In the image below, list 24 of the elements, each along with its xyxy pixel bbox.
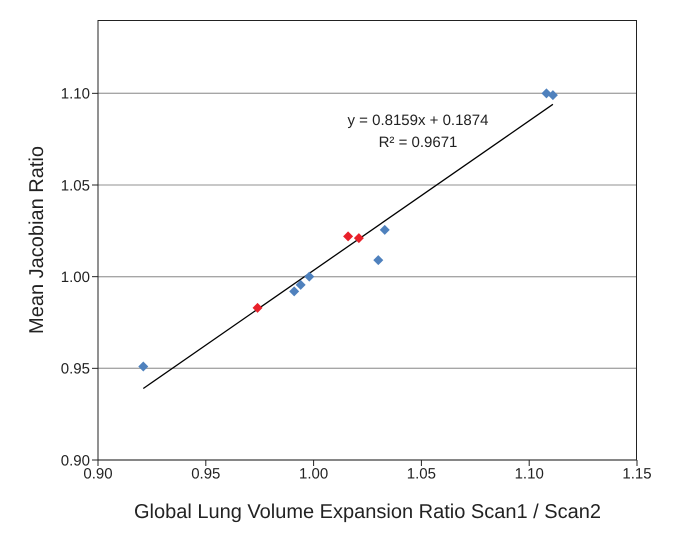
x-axis-title: Global Lung Volume Expansion Ratio Scan1 / Scan2 — [134, 501, 601, 523]
point — [252, 302, 263, 313]
x-tick-label: 1.00 — [299, 466, 328, 483]
y-tick-label: 0.95 — [60, 360, 90, 378]
point — [289, 286, 300, 296]
point — [296, 280, 306, 290]
y-tick-label: 1.00 — [60, 268, 90, 286]
point — [138, 362, 148, 372]
x-tick-label: 1.10 — [514, 466, 544, 483]
y-axis-title: Mean Jacobian Ratio — [26, 146, 48, 334]
point — [343, 231, 354, 242]
point — [304, 272, 314, 282]
y-tick-label: 1.05 — [60, 177, 90, 194]
point — [354, 233, 364, 244]
x-tick-label: 1.05 — [406, 466, 436, 483]
annotation: y = 0.8159x + 0.1874 — [346, 111, 490, 131]
x-tick-label: 1.15 — [622, 466, 652, 483]
point — [373, 255, 384, 266]
y-tick-label: 1.10 — [60, 86, 90, 103]
annotation: R² = 0.9671 — [378, 133, 458, 153]
point — [548, 90, 558, 100]
x-tick-label: 0.95 — [191, 466, 220, 483]
point — [541, 88, 552, 98]
point — [380, 224, 390, 235]
